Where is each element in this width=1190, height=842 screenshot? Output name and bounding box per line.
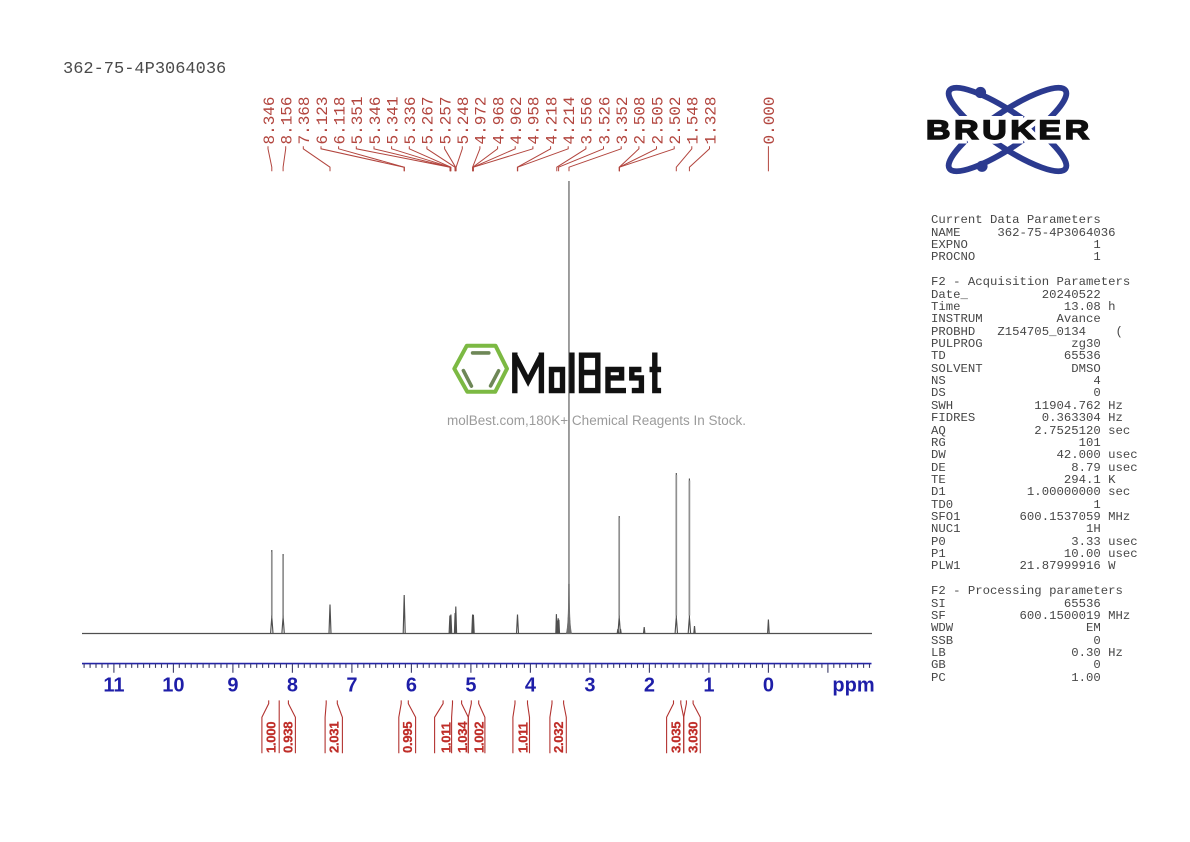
svg-text:2.031: 2.031 <box>327 722 342 753</box>
svg-text:0: 0 <box>763 675 774 697</box>
svg-text:5.267: 5.267 <box>420 96 438 144</box>
svg-text:2.502: 2.502 <box>667 96 685 144</box>
svg-text:7: 7 <box>346 675 357 697</box>
svg-text:9: 9 <box>227 675 238 697</box>
svg-text:1.328: 1.328 <box>702 96 720 144</box>
svg-text:1.011: 1.011 <box>438 722 453 753</box>
svg-text:11: 11 <box>103 675 124 697</box>
svg-text:5: 5 <box>465 675 476 697</box>
svg-text:4: 4 <box>525 675 537 697</box>
svg-text:0.995: 0.995 <box>400 722 415 753</box>
svg-text:0.938: 0.938 <box>281 722 296 753</box>
svg-text:3.030: 3.030 <box>686 722 701 753</box>
svg-text:5.351: 5.351 <box>349 96 367 144</box>
svg-text:8: 8 <box>287 675 298 697</box>
svg-text:5.341: 5.341 <box>384 96 402 144</box>
svg-text:5.248: 5.248 <box>455 96 473 144</box>
svg-text:5.257: 5.257 <box>437 96 455 144</box>
svg-text:5.346: 5.346 <box>367 96 385 144</box>
svg-text:3: 3 <box>584 675 595 697</box>
svg-text:1.011: 1.011 <box>515 722 530 753</box>
svg-text:6: 6 <box>406 675 417 697</box>
svg-text:10: 10 <box>162 675 184 697</box>
svg-text:1.002: 1.002 <box>472 722 487 753</box>
svg-text:1: 1 <box>703 675 714 697</box>
svg-text:2: 2 <box>644 675 655 697</box>
svg-text:3.556: 3.556 <box>579 96 597 144</box>
svg-text:4.218: 4.218 <box>543 96 561 144</box>
svg-text:3.352: 3.352 <box>614 96 632 144</box>
svg-text:1.000: 1.000 <box>263 722 278 753</box>
svg-text:0.000: 0.000 <box>761 96 779 144</box>
svg-text:1.548: 1.548 <box>685 96 703 144</box>
svg-text:4.972: 4.972 <box>473 96 491 144</box>
svg-text:ppm: ppm <box>832 675 874 697</box>
svg-text:4.958: 4.958 <box>526 96 544 144</box>
svg-text:8.346: 8.346 <box>261 96 279 144</box>
svg-text:BRUKER: BRUKER <box>926 115 1093 145</box>
svg-text:2.032: 2.032 <box>551 722 566 753</box>
svg-text:6.118: 6.118 <box>331 96 349 144</box>
svg-text:7.368: 7.368 <box>296 96 314 144</box>
svg-text:4.214: 4.214 <box>561 96 579 144</box>
svg-text:molBest.com,180K+ Chemical Rea: molBest.com,180K+ Chemical Reagents In S… <box>447 413 746 428</box>
svg-text:2.508: 2.508 <box>632 96 650 144</box>
svg-text:2.505: 2.505 <box>649 96 667 144</box>
svg-text:BRUKER: BRUKER <box>926 115 1093 145</box>
svg-text:3.035: 3.035 <box>669 722 684 753</box>
svg-text:5.336: 5.336 <box>402 96 420 144</box>
svg-text:6.123: 6.123 <box>314 96 332 144</box>
svg-text:1.034: 1.034 <box>455 721 470 753</box>
svg-text:4.968: 4.968 <box>490 96 508 144</box>
svg-text:3.526: 3.526 <box>596 96 614 144</box>
svg-text:4.962: 4.962 <box>508 96 526 144</box>
svg-text:8.156: 8.156 <box>279 96 297 144</box>
